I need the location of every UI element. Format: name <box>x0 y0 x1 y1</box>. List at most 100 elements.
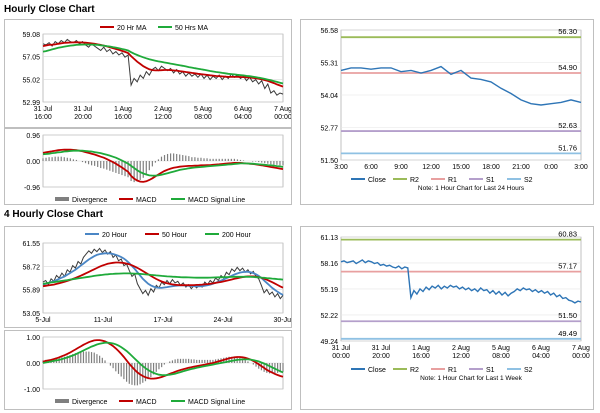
four-hourly-levels-chart: 61.13 58.16 55.19 52.22 49.24 60.83 57.17 51.50… <box>300 226 594 410</box>
x-tick-label: 00:00 <box>274 114 292 121</box>
legend-label: S2 <box>524 367 533 374</box>
y-tick-label: 51.50 <box>320 158 338 165</box>
hourly-macd-chart: 0.96 0.00 -0.96 Divergence MACD MACD Signal L… <box>4 128 292 205</box>
x-tick-label: 6:00 <box>364 164 378 171</box>
ma-line <box>42 252 284 296</box>
x-tick-label: 0:00 <box>544 164 558 171</box>
x-tick-label: 7 Aug <box>572 345 590 352</box>
level-value-label: 52.63 <box>558 121 577 130</box>
hourly-section-title: Hourly Close Chart <box>4 4 95 15</box>
x-tick-label: 20:00 <box>74 114 92 121</box>
x-tick-label: 04:00 <box>532 353 550 360</box>
x-tick-label: 1 Aug <box>412 345 430 352</box>
x-tick-label: 6 Aug <box>234 106 252 113</box>
x-tick-label: 2 Aug <box>452 345 470 352</box>
y-tick-label: 52.22 <box>320 313 338 320</box>
x-tick-label: 12:00 <box>422 164 440 171</box>
level-value-label: 56.30 <box>558 27 577 36</box>
legend-label: Close <box>368 367 386 374</box>
x-tick-label: 08:00 <box>194 114 212 121</box>
x-tick-label: 31 Jul <box>332 345 351 352</box>
close-line <box>340 259 582 304</box>
level-value-label: 60.83 <box>558 230 577 239</box>
y-tick-label: 58.72 <box>22 264 40 271</box>
y-tick-label: 55.02 <box>22 77 40 84</box>
macd-series-line <box>42 149 284 177</box>
x-tick-label: 7 Aug <box>274 106 292 113</box>
legend-label: MACD Signal Line <box>188 399 245 406</box>
x-tick-label: 21:00 <box>512 164 530 171</box>
y-tick-label: 0.96 <box>26 133 40 140</box>
price-line <box>42 247 284 300</box>
y-tick-label: 53.05 <box>22 311 40 318</box>
legend-label: S1 <box>486 367 495 374</box>
x-tick-label: 17-Jul <box>153 317 173 324</box>
x-tick-label: 20:00 <box>372 353 390 360</box>
level-value-label: 51.76 <box>558 143 577 152</box>
x-tick-label: 16:00 <box>114 114 132 121</box>
x-tick-label: 31 Jul <box>372 345 391 352</box>
y-tick-label: 49.24 <box>320 339 338 346</box>
four-hourly-section-title: 4 Hourly Close Chart <box>4 209 103 220</box>
x-tick-label: 12:00 <box>452 353 470 360</box>
legend-label: MACD <box>136 399 157 406</box>
y-tick-label: 52.99 <box>22 100 40 107</box>
ma-line <box>42 43 284 85</box>
y-tick-label: 59.08 <box>22 32 40 39</box>
legend-label: Divergence <box>72 197 108 204</box>
x-tick-label: 5-Jul <box>35 317 51 324</box>
x-tick-label: 2 Aug <box>154 106 172 113</box>
level-value-label: 54.90 <box>558 63 577 72</box>
x-tick-label: 16:00 <box>34 114 52 121</box>
x-tick-label: 31 Jul <box>34 106 53 113</box>
y-tick-label: -1.00 <box>24 387 40 394</box>
ma-line <box>42 272 284 285</box>
y-tick-label: 54.04 <box>320 93 338 100</box>
x-tick-label: 04:00 <box>234 114 252 121</box>
x-tick-label: 30-Jul <box>273 317 292 324</box>
legend-label: R1 <box>448 367 457 374</box>
y-tick-label: 61.55 <box>22 241 40 248</box>
x-tick-label: 31 Jul <box>74 106 93 113</box>
x-tick-label: 18:00 <box>482 164 500 171</box>
legend-label: S1 <box>486 177 495 184</box>
legend-label: S2 <box>524 177 533 184</box>
legend-label: R1 <box>448 177 457 184</box>
x-tick-label: 16:00 <box>412 353 430 360</box>
legend-label: 50 Hrs MA <box>175 25 208 32</box>
x-tick-label: 24-Jul <box>213 317 233 324</box>
x-tick-label: 5 Aug <box>194 106 212 113</box>
x-tick-label: 9:00 <box>394 164 408 171</box>
x-tick-label: 11-Jul <box>94 317 113 324</box>
legend-label: 50 Hour <box>162 232 188 239</box>
y-tick-label: 55.31 <box>320 61 338 68</box>
four-hourly-price-chart: 61.55 58.72 55.89 53.055-Jul 11-Jul 17-Jul 24-… <box>4 226 292 328</box>
four-hourly-macd-chart: 1.00 0.00 -1.00 Divergence MACD MACD Signal L… <box>4 330 292 410</box>
x-tick-label: 6 Aug <box>532 345 550 352</box>
y-tick-label: 0.00 <box>26 159 40 166</box>
chart-note: Note: 1 Hour Chart for Last 1 Week <box>420 375 523 382</box>
macd-series-line <box>42 339 284 380</box>
legend-label: Divergence <box>72 399 108 406</box>
legend-label: 20 Hour <box>102 232 128 239</box>
macd-series-line <box>42 341 284 377</box>
level-value-label: 57.17 <box>558 262 577 271</box>
y-tick-label: 55.19 <box>320 287 338 294</box>
legend-label: 200 Hour <box>222 232 251 239</box>
y-tick-label: 0.00 <box>26 361 40 368</box>
x-tick-label: 3:00 <box>574 164 588 171</box>
legend-label: R2 <box>410 367 419 374</box>
legend-label: MACD <box>136 197 157 204</box>
x-tick-label: 00:00 <box>572 353 590 360</box>
hourly-levels-chart: 56.58 55.31 54.04 52.77 51.50 56.30 54.90 52.63… <box>300 19 594 205</box>
y-tick-label: 1.00 <box>26 335 40 342</box>
legend-label: R2 <box>410 177 419 184</box>
y-tick-label: 57.05 <box>22 55 40 62</box>
level-value-label: 49.49 <box>558 329 577 338</box>
legend-label: 20 Hr MA <box>117 25 147 32</box>
x-tick-label: 5 Aug <box>492 345 510 352</box>
close-line <box>340 65 582 106</box>
y-tick-label: 52.77 <box>320 126 338 133</box>
y-tick-label: 58.16 <box>320 261 338 268</box>
